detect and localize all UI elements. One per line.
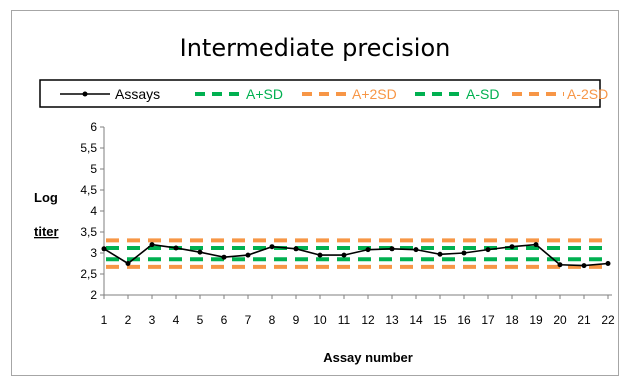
- assays-point: [221, 254, 227, 260]
- y-tick-label: 5,5: [80, 141, 97, 155]
- x-tick-label: 5: [197, 313, 204, 327]
- x-tick-label: 1: [101, 313, 108, 327]
- x-tick-label: 18: [505, 313, 519, 327]
- assays-point: [437, 251, 443, 257]
- y-axis-label-line1: Log: [34, 190, 58, 205]
- x-tick-label: 21: [577, 313, 591, 327]
- assays-point: [605, 261, 611, 266]
- assays-point: [269, 244, 275, 250]
- assays-point: [461, 250, 467, 256]
- x-tick-label: 14: [409, 313, 423, 327]
- assays-point: [197, 249, 203, 255]
- assays-point: [389, 246, 395, 252]
- assays-point: [509, 244, 515, 250]
- assays-point: [341, 252, 347, 258]
- x-tick-label: 22: [601, 313, 615, 327]
- y-tick-label: 2: [90, 288, 97, 302]
- assays-point: [485, 247, 491, 253]
- chart-frame: Intermediate precision Assays A+SD A+2SD A-…: [11, 10, 619, 376]
- assays-point: [293, 246, 299, 252]
- assays-point: [581, 263, 587, 269]
- x-tick-label: 7: [245, 313, 252, 327]
- assays-point: [173, 245, 179, 251]
- assays-line: [103, 243, 609, 267]
- legend-label-a-sd: A-SD: [466, 86, 499, 102]
- y-tick-label: 4: [90, 204, 97, 218]
- chart-title: Intermediate precision: [180, 34, 451, 62]
- y-tick-label: 3,5: [80, 225, 97, 239]
- assays-point: [533, 242, 539, 248]
- assays-point: [413, 247, 419, 253]
- assays-point: [125, 261, 131, 266]
- x-axis-label: Assay number: [323, 350, 413, 365]
- x-tick-label: 13: [385, 313, 399, 327]
- chart-canvas: Intermediate precision Assays A+SD A+2SD A-…: [34, 34, 615, 365]
- x-tick-label: 17: [481, 313, 495, 327]
- x-tick-label: 15: [433, 313, 447, 327]
- y-tick-label: 4,5: [80, 183, 97, 197]
- y-tick-label: 5: [90, 162, 97, 176]
- y-tick-label: 3: [90, 246, 97, 260]
- x-tick-label: 4: [173, 313, 180, 327]
- x-tick-label: 9: [293, 313, 300, 327]
- x-tick-label: 8: [269, 313, 276, 327]
- assays-point: [317, 252, 323, 258]
- x-tick-label: 12: [361, 313, 375, 327]
- assays-point: [557, 262, 563, 268]
- x-tick-label: 6: [221, 313, 228, 327]
- legend-marker-assays: [82, 91, 88, 97]
- assays-point: [245, 252, 251, 258]
- x-tick-label: 20: [553, 313, 567, 327]
- axes: 22,533,544,555,561 2 3 4 5 6 7 8 9 10 11 12 13 14 15 16…: [80, 120, 615, 327]
- legend-label-assays: Assays: [115, 86, 160, 102]
- legend: Assays A+SD A+2SD A-SD A-2SD: [39, 79, 608, 108]
- legend-label-a-2sd: A-2SD: [567, 86, 608, 102]
- assays-point: [149, 242, 155, 248]
- y-tick-label: 2,5: [80, 267, 97, 281]
- legend-label-a-2sd: A+2SD: [352, 86, 397, 102]
- legend-label-a-sd: A+SD: [246, 86, 283, 102]
- x-tick-label: 19: [529, 313, 543, 327]
- x-tick-label: 16: [457, 313, 471, 327]
- x-tick-label: 3: [149, 313, 156, 327]
- x-tick-label: 10: [313, 313, 327, 327]
- assays-point: [101, 246, 107, 252]
- x-tick-label: 2: [125, 313, 132, 327]
- y-axis-label-line2: titer: [34, 224, 59, 239]
- y-tick-label: 6: [90, 120, 97, 134]
- assays-series: [101, 242, 611, 269]
- x-tick-label: 11: [338, 313, 351, 327]
- assays-point: [365, 247, 371, 253]
